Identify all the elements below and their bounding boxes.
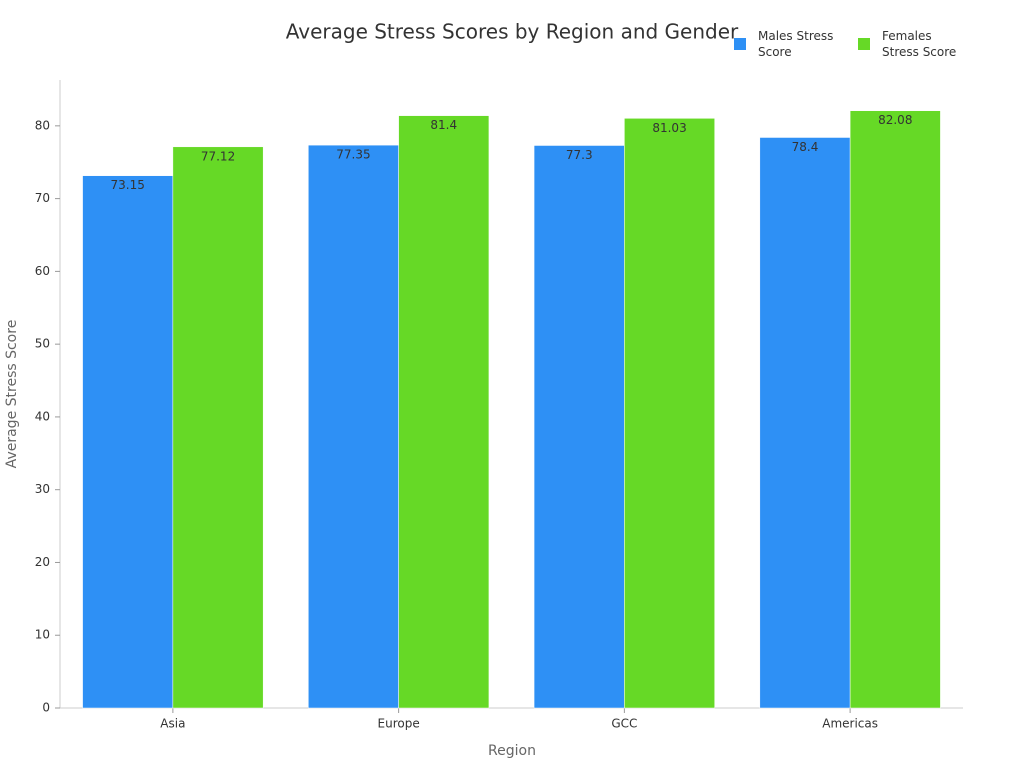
legend-item[interactable]: Females Stress Score (858, 28, 964, 60)
y-tick-label: 80 (35, 118, 50, 132)
bar (849, 110, 941, 709)
legend: Males Stress Score Females Stress Score (734, 28, 964, 60)
data-label: 78.4 (792, 140, 819, 154)
data-label: 81.4 (430, 118, 457, 132)
bar (172, 146, 264, 709)
bar (533, 145, 625, 709)
y-tick-label: 70 (35, 191, 50, 205)
bar (82, 175, 174, 709)
y-axis-label: Average Stress Score (4, 320, 20, 469)
y-tick-label: 0 (42, 701, 50, 715)
data-label: 77.3 (566, 148, 593, 162)
x-tick-label: Americas (822, 717, 878, 731)
bar (308, 144, 399, 709)
y-tick-label: 60 (35, 264, 50, 278)
bar (759, 137, 851, 709)
x-tick-label: Asia (160, 717, 185, 731)
y-tick-label: 30 (35, 482, 50, 496)
data-label: 82.08 (878, 113, 912, 127)
bar (624, 118, 715, 709)
y-tick-label: 40 (35, 409, 50, 423)
legend-label: Females Stress Score (882, 29, 957, 59)
y-tick-label: 20 (35, 555, 50, 569)
bar (398, 115, 490, 709)
data-label: 77.35 (336, 148, 370, 162)
y-tick-label: 50 (35, 337, 50, 351)
legend-label: Males Stress Score (758, 29, 834, 59)
chart-title: Average Stress Scores by Region and Gend… (286, 20, 739, 44)
legend-swatch (734, 38, 746, 50)
y-tick-label: 10 (35, 628, 50, 642)
x-axis-label: Region (488, 743, 536, 759)
legend-swatch (858, 38, 870, 50)
data-label: 73.15 (111, 178, 145, 192)
data-label: 77.12 (201, 149, 235, 163)
x-tick-label: GCC (611, 717, 637, 731)
legend-item[interactable]: Males Stress Score (734, 28, 840, 60)
data-label: 81.03 (652, 121, 686, 135)
x-tick-label: Europe (378, 717, 420, 731)
